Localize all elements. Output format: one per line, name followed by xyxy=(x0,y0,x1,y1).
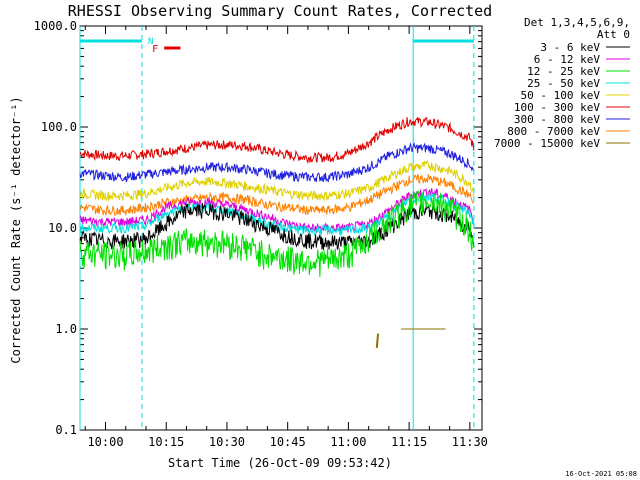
series-line xyxy=(79,142,475,183)
chart-title: RHESSI Observing Summary Count Rates, Co… xyxy=(68,2,492,20)
series-segment xyxy=(375,333,380,348)
y-axis-label: Corrected Count Rate (s⁻¹ detector⁻¹) xyxy=(9,96,23,363)
plot-area: 0.1 1.0 10.0 100.0 1000.0 10:00 10:15 10:30 10:4… xyxy=(34,19,488,449)
series-line xyxy=(79,174,475,217)
series-line xyxy=(79,116,475,164)
x-tick-label: 10:00 xyxy=(87,435,123,449)
x-tick-label: 11:00 xyxy=(330,435,366,449)
legend-entry-label: 3 - 6 keV xyxy=(540,41,600,54)
legend-entry-label: 300 - 800 keV xyxy=(514,113,600,126)
x-tick-label: 10:30 xyxy=(209,435,245,449)
y-tick-label: 10.0 xyxy=(48,221,77,235)
x-axis-label: Start Time (26-Oct-09 09:53:42) xyxy=(168,456,392,470)
legend-header-line-2: Att 0 xyxy=(597,28,630,41)
series-line xyxy=(79,189,475,277)
x-tick-label: 11:30 xyxy=(452,435,488,449)
legend-entry-label: 12 - 25 keV xyxy=(527,65,600,78)
legend-entry-label: 800 - 7000 keV xyxy=(507,125,600,138)
legend-entry-label: 50 - 100 keV xyxy=(521,89,601,102)
legend-entry-label: 7000 - 15000 keV xyxy=(494,137,600,150)
x-tick-label: 10:45 xyxy=(270,435,306,449)
y-tick-label: 1.0 xyxy=(55,322,77,336)
footer-date: 16-Oct-2021 05:08 xyxy=(565,470,637,478)
y-tick-label: 100.0 xyxy=(41,120,77,134)
series-line xyxy=(79,160,475,202)
y-tick-label: 1000.0 xyxy=(34,19,77,33)
y-tick-label: 0.1 xyxy=(55,423,77,437)
flare-label: F xyxy=(152,44,158,55)
night-label: N xyxy=(148,37,153,47)
legend-entry-label: 25 - 50 keV xyxy=(527,77,600,90)
x-tick-label: 11:15 xyxy=(391,435,427,449)
legend-header-line-1: Det 1,3,4,5,6,9, xyxy=(524,16,630,29)
legend-entry-label: 100 - 300 keV xyxy=(514,101,600,114)
legend-entry-label: 6 - 12 keV xyxy=(534,53,601,66)
x-tick-label: 10:15 xyxy=(148,435,184,449)
